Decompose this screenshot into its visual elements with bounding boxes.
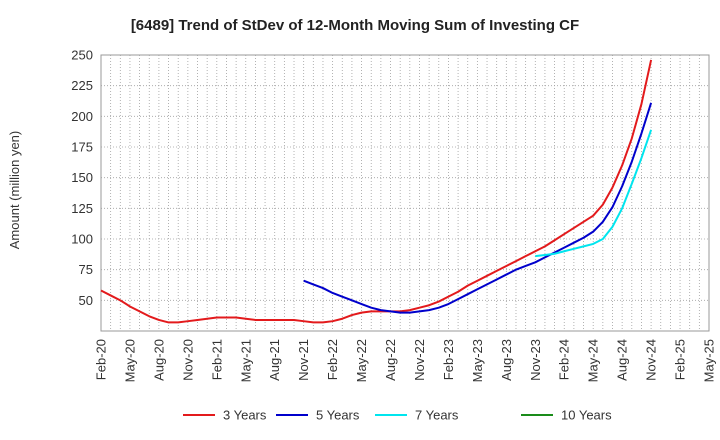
- legend-label-10-years: 10 Years: [561, 408, 612, 423]
- x-tick-label: Nov-23: [528, 339, 543, 381]
- legend-label-3-years: 3 Years: [223, 408, 267, 423]
- y-tick-label: 150: [71, 170, 93, 185]
- x-tick-label: Aug-21: [267, 339, 282, 381]
- x-tick-label: Feb-25: [673, 339, 688, 380]
- x-tick-label: Aug-22: [383, 339, 398, 381]
- x-tick-label: Feb-20: [94, 339, 109, 380]
- y-tick-label: 175: [71, 140, 93, 155]
- legend-label-5-years: 5 Years: [316, 408, 360, 423]
- x-tick-label: Nov-24: [644, 339, 659, 381]
- x-axis-ticks: Feb-20 May-20 Aug-20 Nov-20 Feb-21 May-21 Aug-…: [94, 339, 717, 382]
- series-line-3-years: [100, 59, 653, 324]
- y-tick-label: 125: [71, 201, 93, 216]
- x-tick-label: Aug-20: [151, 339, 166, 381]
- x-tick-label: Feb-22: [325, 339, 340, 380]
- x-tick-label: May-25: [702, 339, 717, 382]
- x-tick-label: Feb-23: [441, 339, 456, 380]
- x-tick-label: May-23: [470, 339, 485, 382]
- y-tick-label: 50: [79, 293, 93, 308]
- x-tick-label: Aug-23: [499, 339, 514, 381]
- y-tick-label: 100: [71, 232, 93, 247]
- legend-label-7-years: 7 Years: [415, 408, 459, 423]
- x-tick-label: Feb-24: [557, 339, 572, 380]
- series-line-5-years: [303, 102, 653, 314]
- plot-frame: [100, 54, 710, 332]
- y-tick-label: 225: [71, 78, 93, 93]
- x-tick-label: Nov-21: [296, 339, 311, 381]
- x-tick-label: Nov-22: [412, 339, 427, 381]
- x-tick-label: May-21: [238, 339, 253, 382]
- y-axis-ticks: 50 75 100 125 150 175 200 225 250: [71, 48, 93, 308]
- x-tick-label: Feb-21: [209, 339, 224, 380]
- y-tick-label: 75: [79, 262, 93, 277]
- plot-area: [100, 54, 710, 332]
- y-axis-label: Amount (million yen): [7, 131, 22, 250]
- x-tick-label: May-22: [354, 339, 369, 382]
- x-tick-label: May-24: [586, 339, 601, 382]
- series-line-7-years: [535, 129, 653, 258]
- x-tick-label: Nov-20: [180, 339, 195, 381]
- x-tick-label: Aug-24: [615, 339, 630, 381]
- gridlines: [101, 55, 709, 331]
- legend: 3 Years 5 Years 7 Years 10 Years: [183, 408, 612, 423]
- y-tick-label: 200: [71, 109, 93, 124]
- series-lines: [100, 59, 653, 324]
- y-tick-label: 250: [71, 48, 93, 63]
- chart-title: [6489] Trend of StDev of 12-Month Moving…: [131, 17, 579, 34]
- x-tick-label: May-20: [122, 339, 137, 382]
